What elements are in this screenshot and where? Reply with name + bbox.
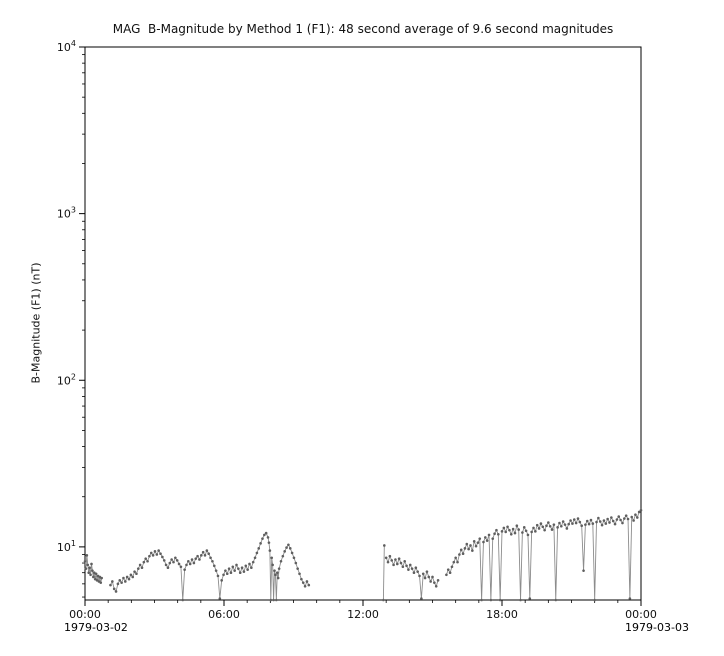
x-tick-label: 00:00 bbox=[69, 608, 101, 621]
axes-frame bbox=[84, 46, 642, 601]
x-axis-start-date: 1979-03-02 bbox=[64, 621, 128, 634]
x-tick-label: 00:00 bbox=[625, 608, 657, 621]
x-tick-label: 06:00 bbox=[208, 608, 240, 621]
x-axis-ticks: 00:00 06:00 12:00 18:00 00:00 bbox=[69, 600, 657, 621]
y-axis-ticks: 101 102 103 104 bbox=[57, 39, 85, 598]
x-axis-end-date: 1979-03-03 bbox=[625, 621, 689, 634]
chart-title: MAG B-Magnitude by Method 1 (F1): 48 sec… bbox=[112, 22, 614, 36]
y-tick-label: 102 bbox=[57, 372, 76, 387]
data-series-line bbox=[84, 509, 642, 601]
y-tick-label: 103 bbox=[57, 206, 76, 221]
y-tick-label: 104 bbox=[57, 39, 76, 54]
x-tick-label: 18:00 bbox=[486, 608, 518, 621]
y-tick-label: 101 bbox=[57, 539, 76, 554]
data-series-markers bbox=[83, 508, 643, 602]
x-tick-label: 12:00 bbox=[347, 608, 379, 621]
